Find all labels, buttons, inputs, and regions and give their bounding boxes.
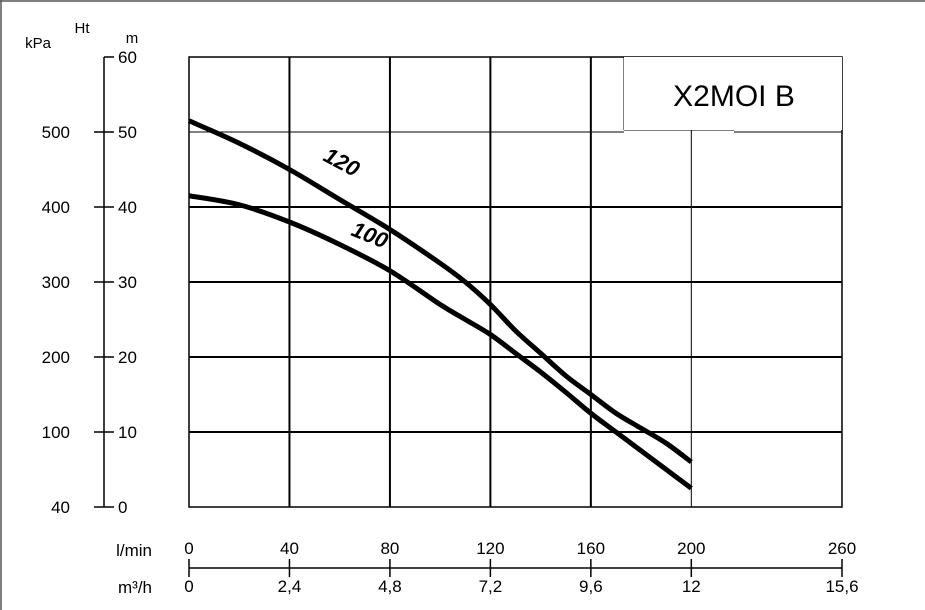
y-inner-tick-label: 60 (118, 48, 137, 67)
x-secondary-tick-label: 9,6 (579, 577, 603, 596)
y-outer-axis-label: kPa (25, 35, 52, 52)
y-outer-tick-label: 40 (51, 498, 70, 517)
x-secondary-tick-label: 7,2 (479, 577, 503, 596)
y-outer-tick-label: 200 (42, 348, 70, 367)
x-primary-tick-label: 160 (577, 539, 605, 558)
y-outer-tick-label: 300 (42, 273, 70, 292)
y-inner-axis-label-unit: m (126, 30, 139, 47)
x-primary-tick-label: 0 (184, 539, 193, 558)
title-box (624, 57, 842, 130)
x-primary-tick-label: 200 (677, 539, 705, 558)
series-line-100 (188, 193, 693, 491)
y-inner-tick-label: 50 (118, 123, 137, 142)
y-inner-tick-label: 20 (118, 348, 137, 367)
grid (188, 56, 843, 508)
x-secondary-tick-label: 2,4 (278, 577, 302, 596)
y-outer-tick-label: 500 (42, 123, 70, 142)
x-primary-tick-label: 260 (828, 539, 856, 558)
chart-title: X2MOI B (673, 80, 795, 113)
y-inner-tick-label: 30 (118, 273, 137, 292)
x-primary-tick-label: 120 (476, 539, 504, 558)
series-line-120 (187, 118, 693, 465)
y-axes: 0 10 20 30 40 50 60 40 100 200 300 400 500 (42, 48, 137, 517)
x-primary-tick-label: 80 (380, 539, 399, 558)
curves (187, 118, 693, 491)
y-inner-tick-label: 0 (118, 498, 127, 517)
x-secondary-tick-label: 4,8 (378, 577, 402, 596)
x-secondary-tick-label: 12 (682, 577, 701, 596)
y-inner-axis-label-top: Ht (75, 20, 91, 37)
x-primary-tick-label: 40 (280, 539, 299, 558)
y-inner-tick-label: 10 (118, 423, 137, 442)
x-secondary-axis-label: m³/h (118, 578, 152, 597)
curve-label-120: 120 (320, 142, 365, 182)
y-outer-tick-label: 100 (42, 423, 70, 442)
y-inner-tick-label: 40 (118, 198, 137, 217)
curve-label-100: 100 (348, 216, 392, 253)
x-secondary-tick-label: 0 (184, 577, 193, 596)
y-outer-tick-label: 400 (42, 198, 70, 217)
x-axes: 0 0 40 2,4 80 4,8 120 7,2 160 9,6 200 12 260 15,6 (184, 539, 858, 596)
x-secondary-tick-label: 15,6 (825, 577, 858, 596)
x-primary-axis-label: l/min (116, 541, 152, 560)
